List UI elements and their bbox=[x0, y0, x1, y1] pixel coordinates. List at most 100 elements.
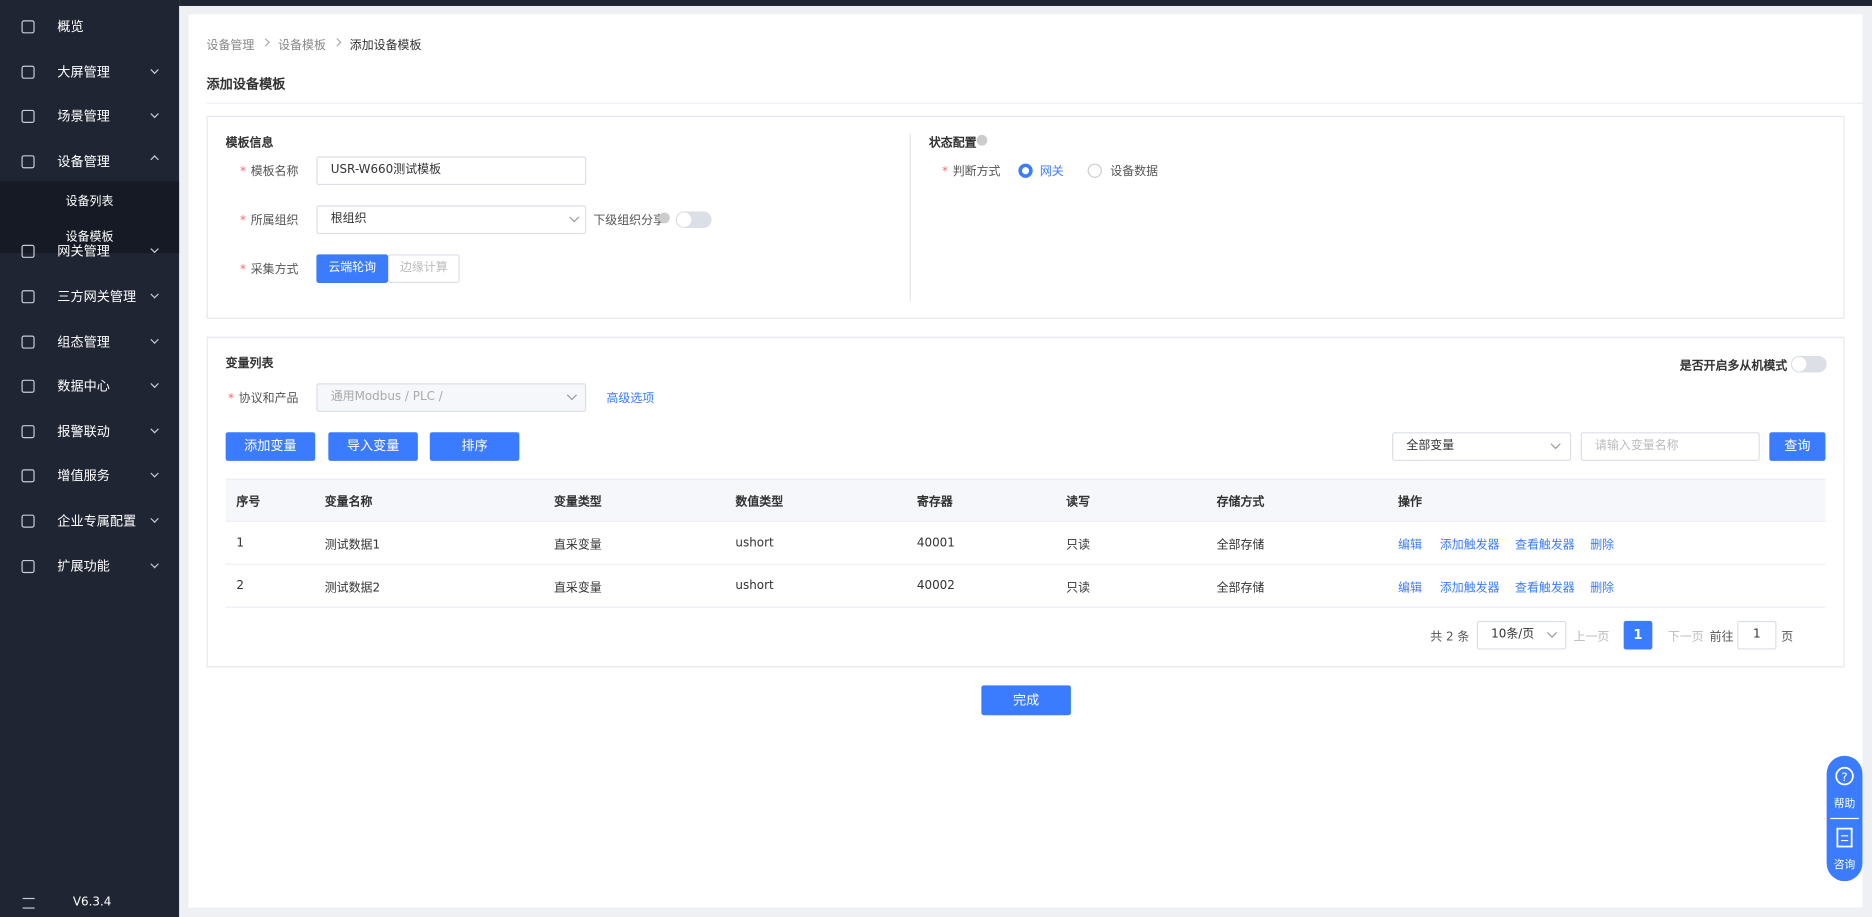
goto-input[interactable]: 1 bbox=[1737, 620, 1777, 650]
search-input[interactable]: 请输入变量名称 bbox=[1580, 432, 1760, 461]
submenu-item[interactable]: 设备模板 bbox=[65, 231, 114, 245]
action-button[interactable]: 导入变量 bbox=[328, 432, 418, 461]
menu-item[interactable]: 场景管理 bbox=[57, 108, 110, 125]
section-title: 模板信息 bbox=[225, 136, 274, 150]
action-button[interactable]: 排序 bbox=[429, 432, 520, 461]
row-action[interactable]: 删除 bbox=[1590, 581, 1615, 595]
menu-item[interactable]: 设备管理 bbox=[57, 153, 110, 170]
table-header bbox=[225, 478, 1826, 522]
column-header: 序号 bbox=[236, 496, 261, 510]
table-cell: 全部存储 bbox=[1216, 581, 1265, 595]
radio[interactable] bbox=[1018, 163, 1033, 178]
protocol-select[interactable]: 通用Modbus / PLC / DL/Modbus/Modbus RT bbox=[316, 383, 587, 412]
breadcrumb-item: 添加设备模板 bbox=[349, 39, 422, 53]
menu-item[interactable]: 大屏管理 bbox=[57, 63, 110, 80]
table-cell: 40001 bbox=[916, 536, 955, 550]
advanced-link[interactable]: 高级选项 bbox=[606, 392, 655, 406]
column-header: 存储方式 bbox=[1216, 496, 1265, 510]
table-cell: 测试数据1 bbox=[324, 539, 381, 553]
version: V6.3.4 bbox=[72, 896, 112, 910]
radio[interactable] bbox=[1087, 163, 1102, 178]
submenu-item[interactable]: 设备列表 bbox=[65, 195, 114, 209]
share-toggle[interactable] bbox=[675, 211, 712, 229]
prev-page[interactable]: 上一页 bbox=[1573, 631, 1610, 645]
menu-icon bbox=[21, 335, 35, 349]
goto-label: 前往 bbox=[1709, 631, 1734, 645]
top-strip bbox=[179, 0, 1872, 6]
filter-select[interactable]: 全部变量 bbox=[1392, 432, 1572, 461]
multi-slave-toggle[interactable] bbox=[1790, 355, 1827, 373]
row-action[interactable]: 添加触发器 bbox=[1439, 539, 1500, 553]
breadcrumb-item[interactable]: 设备模板 bbox=[278, 35, 342, 53]
field-label: 判断方式 bbox=[942, 161, 1001, 178]
menu-icon bbox=[21, 424, 35, 438]
field-label: 协议和产品 bbox=[228, 387, 299, 405]
section-title: 变量列表 bbox=[225, 357, 274, 371]
menu-item[interactable]: 扩展功能 bbox=[57, 558, 110, 574]
radio-label: 设备数据 bbox=[1110, 165, 1159, 179]
row-action[interactable]: 编辑 bbox=[1398, 581, 1422, 595]
menu-item[interactable]: 数据中心 bbox=[57, 378, 110, 395]
table-cell: 测试数据2 bbox=[324, 581, 381, 595]
menu-icon bbox=[21, 514, 35, 528]
radio-label: 网关 bbox=[1039, 165, 1064, 179]
page-size[interactable]: 10条/页 bbox=[1476, 620, 1567, 650]
total: 共 2 条 bbox=[1430, 631, 1470, 645]
menu-icon bbox=[21, 65, 35, 79]
table-cell: 全部存储 bbox=[1216, 539, 1265, 553]
row-border bbox=[225, 605, 1826, 608]
table-cell: 2 bbox=[236, 579, 244, 593]
menu-icon bbox=[21, 110, 35, 124]
menu-item[interactable]: 企业专属配置 bbox=[57, 513, 137, 529]
current-page[interactable]: 1 bbox=[1623, 620, 1653, 650]
menu-item[interactable]: 网关管理 bbox=[57, 244, 110, 260]
action-button[interactable]: 添加变量 bbox=[225, 432, 316, 461]
field-label: 所属组织 bbox=[240, 210, 299, 227]
row-action[interactable]: 查看触发器 bbox=[1515, 581, 1575, 595]
help-icon bbox=[976, 134, 988, 146]
finish-button[interactable]: 完成 bbox=[981, 685, 1071, 716]
help-widget: ? 帮助 咨询 bbox=[1826, 755, 1863, 882]
table-cell: 1 bbox=[236, 536, 244, 550]
row-action[interactable]: 删除 bbox=[1590, 539, 1615, 553]
divider bbox=[909, 133, 911, 301]
collapse-icon[interactable] bbox=[22, 897, 35, 909]
menu-icon bbox=[21, 290, 35, 304]
svg-text:?: ? bbox=[1841, 770, 1847, 784]
collect-option[interactable]: 云端轮询 bbox=[316, 254, 389, 283]
name-input[interactable]: USR-W660测试模板 bbox=[316, 156, 587, 186]
search-button[interactable]: 查询 bbox=[1769, 432, 1826, 461]
menu-item[interactable]: 报警联动 bbox=[57, 423, 110, 440]
variables-box bbox=[206, 336, 1845, 668]
consult-label[interactable]: 咨询 bbox=[1833, 859, 1856, 872]
table-cell: 只读 bbox=[1066, 581, 1091, 595]
row-action[interactable]: 查看触发器 bbox=[1515, 539, 1575, 553]
menu-icon bbox=[21, 469, 35, 483]
consult-icon bbox=[1836, 827, 1853, 848]
menu-icon bbox=[21, 154, 35, 169]
share-label: 下级组织分享 bbox=[593, 214, 665, 228]
help-icon: ? bbox=[1835, 766, 1854, 786]
field-label: 采集方式 bbox=[240, 259, 299, 276]
collect-option[interactable]: 边缘计算 bbox=[388, 254, 460, 283]
breadcrumb-item[interactable]: 设备管理 bbox=[207, 35, 270, 53]
row-action[interactable]: 添加触发器 bbox=[1439, 581, 1500, 595]
breadcrumb: 设备管理 设备模板 添加设备模板 bbox=[207, 35, 422, 53]
column-header: 数值类型 bbox=[735, 496, 784, 510]
section-title: 状态配置 bbox=[928, 136, 977, 150]
table-cell: 只读 bbox=[1066, 539, 1091, 553]
menu-icon bbox=[21, 20, 35, 34]
org-select[interactable]: 根组织 bbox=[316, 205, 587, 235]
help-icon bbox=[659, 212, 670, 224]
menu-item[interactable]: 组态管理 bbox=[57, 333, 110, 350]
field-label: 模板名称 bbox=[240, 161, 299, 178]
menu-item[interactable]: 三方网关管理 bbox=[57, 288, 137, 305]
submenu bbox=[0, 181, 180, 254]
menu-item[interactable]: 概览 bbox=[57, 19, 84, 35]
row-action[interactable]: 编辑 bbox=[1398, 539, 1422, 553]
menu-item[interactable]: 增值服务 bbox=[57, 468, 110, 485]
help-label[interactable]: 帮助 bbox=[1833, 798, 1856, 811]
table-cell: ushort bbox=[735, 536, 774, 550]
next-page[interactable]: 下一页 bbox=[1667, 631, 1704, 645]
